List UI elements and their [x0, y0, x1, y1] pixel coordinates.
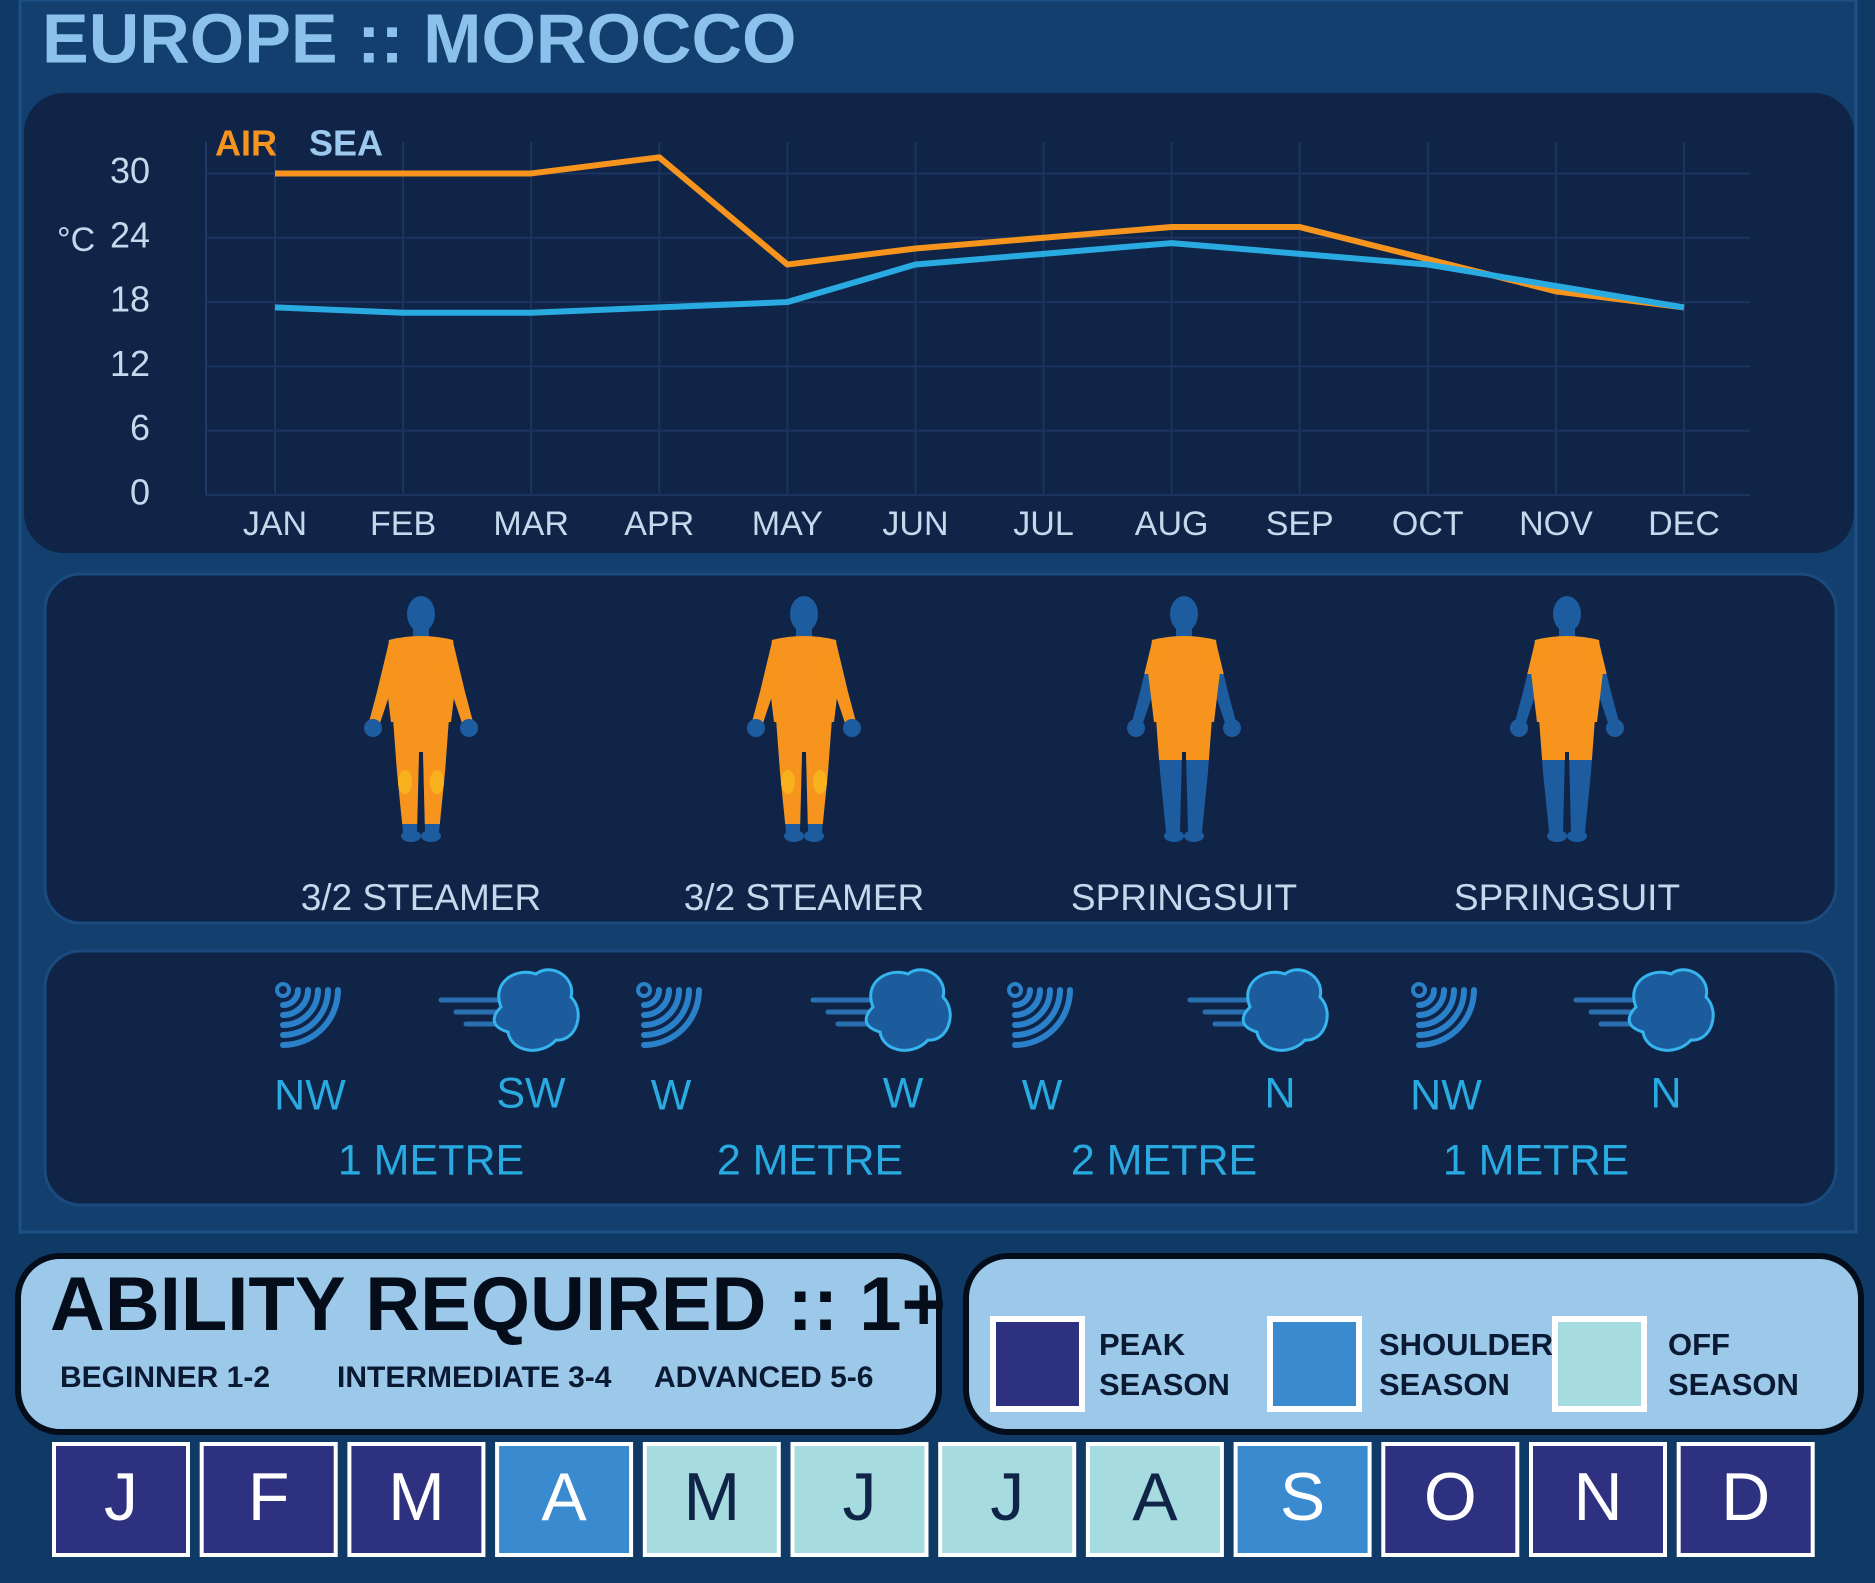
swell-direction: SW [496, 1069, 566, 1117]
season-swatch [990, 1316, 1085, 1412]
month-letter: D [1721, 1459, 1770, 1535]
month-box [1676, 1442, 1815, 1557]
season-swatch [1267, 1316, 1362, 1412]
wind-direction: W [1022, 1071, 1063, 1119]
month-letter: J [104, 1459, 138, 1535]
wetsuit-label: SPRINGSUIT [1454, 877, 1680, 918]
wind-direction: NW [274, 1071, 346, 1119]
y-tick-label: 6 [130, 407, 150, 448]
season-label: PEAK SEASON [1099, 1327, 1230, 1402]
month-letter: A [541, 1459, 587, 1535]
wetsuit-label: 3/2 STEAMER [301, 877, 542, 918]
y-tick-label: 12 [110, 343, 150, 384]
month-letter: O [1424, 1459, 1477, 1535]
swell-size: 1 METRE [1443, 1136, 1629, 1184]
month-box [52, 1442, 190, 1557]
month-box [790, 1442, 929, 1557]
season-swatch [1552, 1316, 1647, 1412]
month-box [495, 1442, 634, 1557]
x-tick-label: AUG [1135, 505, 1209, 543]
x-tick-label: JUN [882, 505, 948, 543]
swell-direction: N [1264, 1069, 1295, 1117]
swell-direction: N [1650, 1069, 1681, 1117]
season-label: OFF SEASON [1668, 1327, 1799, 1402]
month-letter: M [388, 1459, 445, 1535]
swell-size: 1 METRE [338, 1136, 524, 1184]
swell-direction: W [883, 1069, 924, 1117]
ability-level: ADVANCED 5-6 [654, 1361, 873, 1394]
swell-size: 2 METRE [1071, 1136, 1257, 1184]
month-box [1085, 1442, 1224, 1557]
month-box [199, 1442, 338, 1557]
y-tick-label: 24 [110, 214, 150, 255]
month-letter: N [1573, 1459, 1622, 1535]
wind-direction: NW [1410, 1071, 1482, 1119]
ability-level: INTERMEDIATE 3-4 [337, 1361, 612, 1394]
x-tick-label: MAR [493, 505, 569, 543]
legend-entry: AIR [215, 123, 277, 164]
x-tick-label: DEC [1648, 505, 1720, 543]
month-box [1233, 1442, 1372, 1557]
y-axis-label: °C [57, 221, 95, 259]
x-tick-label: APR [624, 505, 694, 543]
month-letter: S [1280, 1459, 1325, 1535]
series-line [275, 154, 1685, 311]
wetsuit-label: 3/2 STEAMER [684, 877, 925, 918]
y-tick-label: 0 [130, 472, 150, 513]
y-tick-label: 30 [110, 150, 150, 191]
month-letter: A [1132, 1459, 1178, 1535]
wetsuit-label: SPRINGSUIT [1071, 877, 1297, 918]
month-letter: J [990, 1459, 1024, 1535]
season-label: SHOULDER SEASON [1379, 1327, 1553, 1402]
x-tick-label: NOV [1519, 505, 1593, 543]
wetsuit-panel [43, 572, 1838, 925]
month-box [938, 1442, 1077, 1557]
month-box [1381, 1442, 1520, 1557]
series-line [274, 240, 1685, 316]
swell-size: 2 METRE [717, 1136, 903, 1184]
y-tick-label: 18 [110, 279, 150, 320]
ability-level: BEGINNER 1-2 [60, 1361, 270, 1394]
legend-entry: SEA [309, 123, 383, 164]
month-letter: F [248, 1459, 290, 1535]
x-tick-label: FEB [370, 505, 436, 543]
x-tick-label: OCT [1392, 505, 1464, 543]
wind-direction: W [651, 1071, 692, 1119]
x-tick-label: JUL [1013, 505, 1073, 543]
month-box [347, 1442, 486, 1557]
chart-panel [24, 93, 1854, 553]
x-tick-label: JAN [243, 505, 307, 543]
ability-title: ABILITY REQUIRED :: 1+ [50, 1262, 946, 1347]
month-box [1529, 1442, 1667, 1557]
x-tick-label: MAY [752, 505, 823, 543]
month-box [642, 1442, 781, 1557]
month-letter: M [683, 1459, 740, 1535]
ability-box [15, 1253, 942, 1435]
month-letter: J [843, 1459, 877, 1535]
x-tick-label: SEP [1266, 505, 1334, 543]
page-title: EUROPE :: MOROCCO [42, 0, 796, 77]
